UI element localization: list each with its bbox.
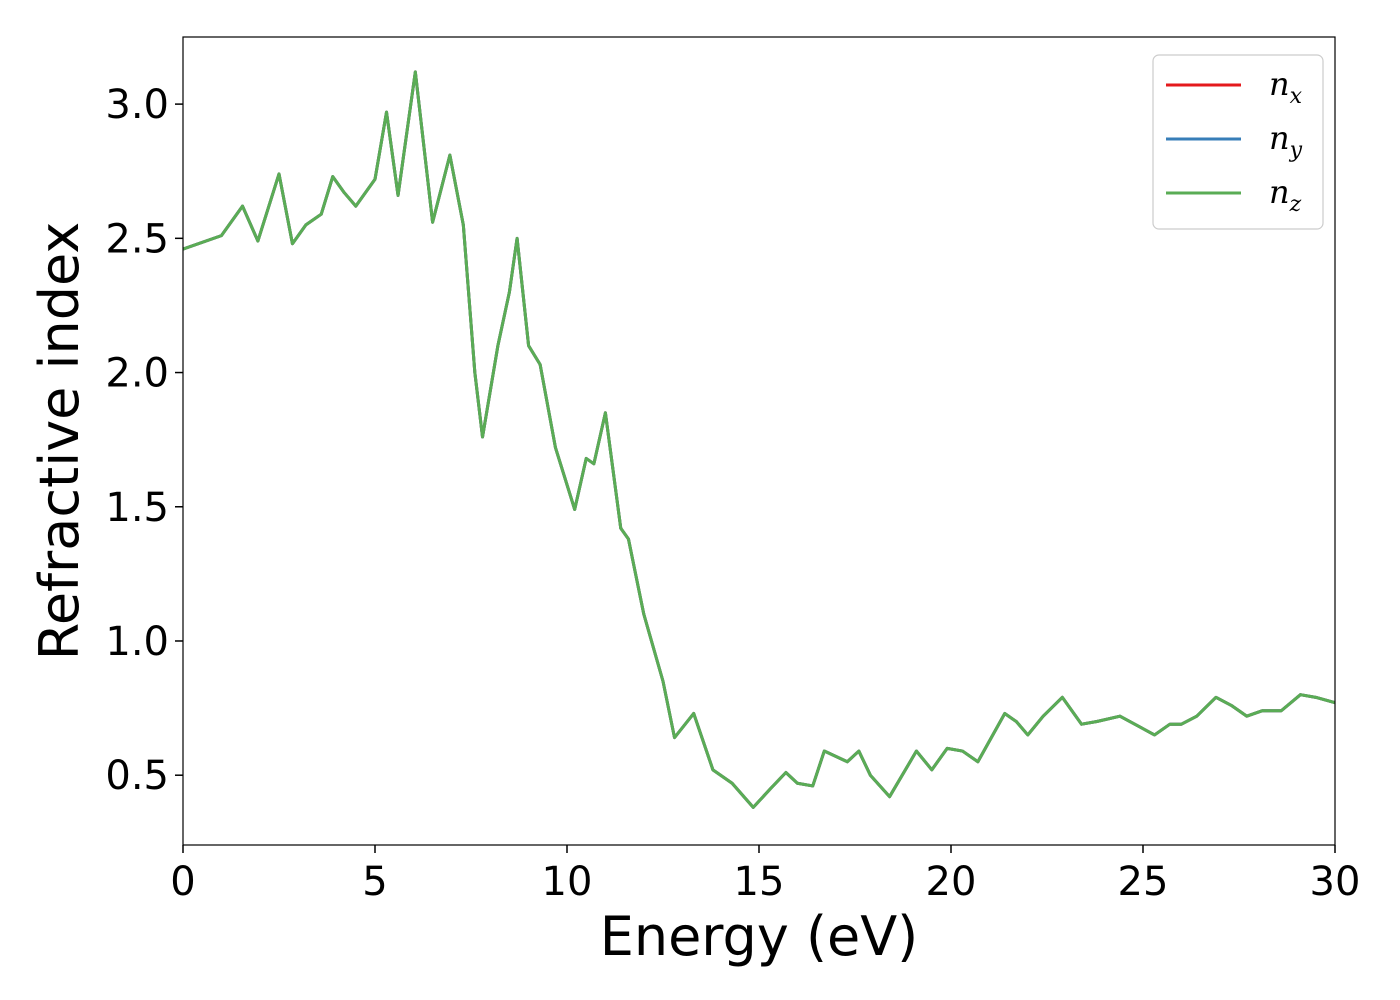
x-tick-label: 15 bbox=[734, 859, 785, 905]
legend-label: nz bbox=[1269, 173, 1302, 217]
legend-box bbox=[1152, 54, 1324, 230]
legend-label: ny bbox=[1269, 119, 1303, 163]
y-tick-label: 2.0 bbox=[105, 351, 169, 397]
legend-label: nx bbox=[1269, 65, 1303, 109]
x-tick-label: 20 bbox=[926, 859, 977, 905]
y-tick-label: 3.0 bbox=[105, 82, 169, 128]
y-tick-label: 1.0 bbox=[105, 619, 169, 665]
x-tick-label: 10 bbox=[542, 859, 593, 905]
x-tick-label: 5 bbox=[362, 859, 387, 905]
y-tick-label: 2.5 bbox=[105, 216, 169, 262]
plot-frame bbox=[182, 36, 1336, 846]
y-tick-label: 0.5 bbox=[105, 753, 169, 799]
data-line bbox=[183, 70, 1335, 809]
x-tick-label: 25 bbox=[1118, 859, 1169, 905]
x-axis-label: Energy (eV) bbox=[600, 905, 919, 968]
x-tick-label: 0 bbox=[170, 859, 195, 905]
y-tick-label: 1.5 bbox=[105, 485, 169, 531]
x-tick-label: 30 bbox=[1310, 859, 1361, 905]
y-axis-label: Refractive index bbox=[28, 222, 91, 661]
